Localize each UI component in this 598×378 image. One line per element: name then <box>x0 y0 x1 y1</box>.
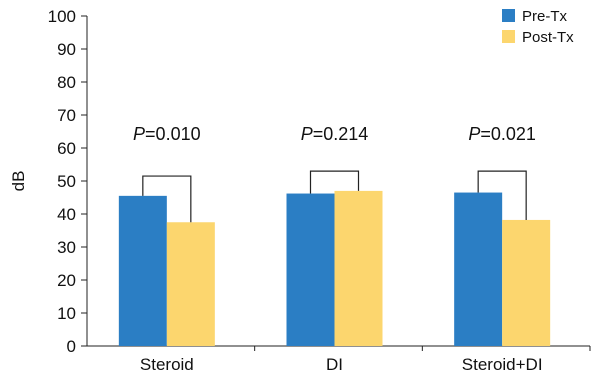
p-symbol: P <box>301 124 313 144</box>
p-symbol: P <box>133 124 145 144</box>
y-tick-label: 0 <box>67 337 76 356</box>
y-tick-label: 90 <box>57 40 76 59</box>
legend-swatch <box>502 30 515 43</box>
legend-label: Post-Tx <box>522 29 574 46</box>
y-tick-label: 60 <box>57 139 76 158</box>
p-value: =0.214 <box>313 124 369 144</box>
p-value: =0.021 <box>480 124 536 144</box>
bar-post-tx-steroid-di <box>502 219 551 346</box>
y-axis-title: dB <box>9 171 28 192</box>
y-tick-label: 40 <box>57 205 76 224</box>
p-value-label: P=0.010 <box>133 124 201 144</box>
p-value-label: P=0.021 <box>468 124 536 144</box>
p-value-label: P=0.214 <box>301 124 369 144</box>
p-symbol: P <box>468 124 480 144</box>
p-value: =0.010 <box>145 124 201 144</box>
significance-bracket <box>309 170 360 194</box>
bar-pre-tx-steroid-di <box>454 192 503 346</box>
y-tick-label: 70 <box>57 106 76 125</box>
legend: Pre-Tx Post-Tx <box>502 8 574 46</box>
y-tick-label: 50 <box>57 172 76 191</box>
bars <box>118 190 551 346</box>
y-tick-label: 80 <box>57 73 76 92</box>
bar-pre-tx-steroid <box>118 195 167 346</box>
y-tick-label: 30 <box>57 238 76 257</box>
x-category-label: Steroid <box>140 355 194 374</box>
y-tick-label: 20 <box>57 271 76 290</box>
bar-pre-tx-di <box>286 193 335 346</box>
axes: 0 10 20 30 40 50 60 70 80 90 100 Steroid DI Steroid+D… <box>48 7 591 374</box>
legend-swatch <box>502 9 515 22</box>
bar-post-tx-steroid <box>166 222 215 346</box>
x-category-label: Steroid+DI <box>462 355 543 374</box>
legend-label: Pre-Tx <box>522 8 568 25</box>
significance-brackets: P=0.010 P=0.214 P=0.021 <box>133 124 536 223</box>
bar-post-tx-di <box>334 190 383 346</box>
y-tick-label: 100 <box>48 7 76 26</box>
y-tick-label: 10 <box>57 304 76 323</box>
x-category-label: DI <box>326 355 343 374</box>
significance-bracket <box>477 170 527 220</box>
significance-bracket <box>142 175 192 223</box>
